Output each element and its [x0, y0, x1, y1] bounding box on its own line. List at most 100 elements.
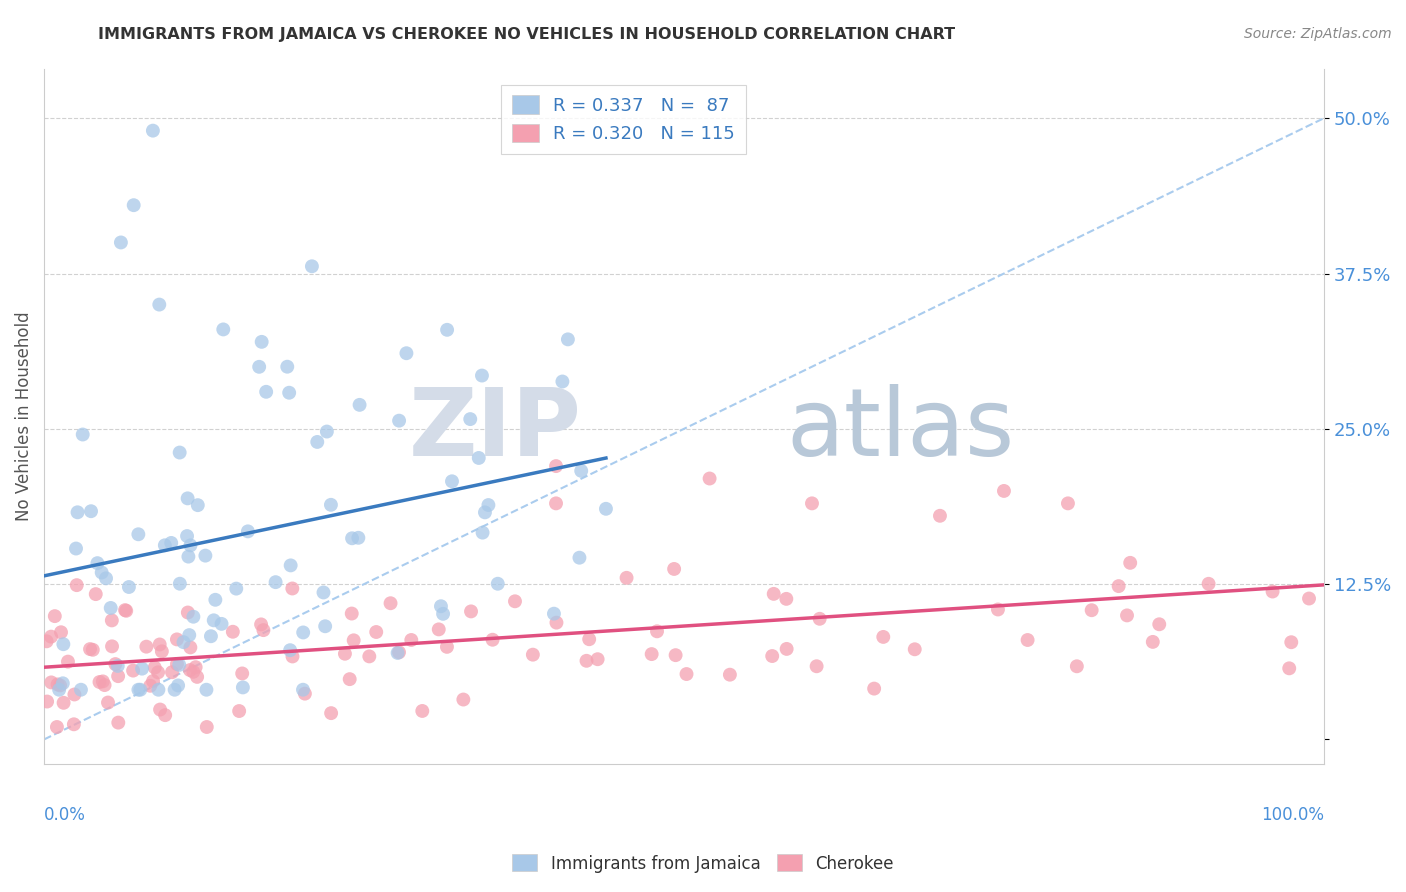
Point — [66, 578, 89, 592]
Point — [460, 604, 482, 618]
Point — [131, 662, 153, 676]
Point — [401, 632, 423, 647]
Point — [380, 596, 402, 610]
Point — [49, 678, 72, 692]
Point — [481, 632, 503, 647]
Point — [586, 652, 609, 666]
Legend: R = 0.337   N =  87, R = 0.320   N = 115: R = 0.337 N = 87, R = 0.320 N = 115 — [501, 85, 747, 154]
Point — [872, 630, 894, 644]
Point — [557, 332, 579, 346]
Point — [63, 717, 86, 731]
Point — [122, 664, 145, 678]
Point — [107, 715, 129, 730]
Point — [127, 527, 149, 541]
Point — [340, 531, 363, 545]
Point — [359, 649, 381, 664]
Point — [127, 682, 149, 697]
Point — [179, 663, 201, 677]
Point — [471, 525, 494, 540]
Point — [486, 576, 509, 591]
Point — [142, 123, 165, 137]
Point — [114, 603, 136, 617]
Point — [166, 657, 188, 671]
Point — [91, 674, 114, 689]
Legend: Immigrants from Jamaica, Cherokee: Immigrants from Jamaica, Cherokee — [506, 847, 900, 880]
Point — [177, 549, 200, 564]
Point — [1278, 661, 1301, 675]
Point — [340, 607, 363, 621]
Point — [148, 682, 170, 697]
Point — [122, 198, 145, 212]
Point — [453, 692, 475, 706]
Text: IMMIGRANTS FROM JAMAICA VS CHEROKEE NO VEHICLES IN HOUSEHOLD CORRELATION CHART: IMMIGRANTS FROM JAMAICA VS CHEROKEE NO V… — [98, 27, 956, 42]
Point — [149, 637, 172, 651]
Point — [292, 625, 315, 640]
Point — [1017, 632, 1039, 647]
Point — [232, 681, 254, 695]
Point — [775, 591, 797, 606]
Point — [118, 580, 141, 594]
Point — [107, 659, 129, 673]
Point — [204, 592, 226, 607]
Point — [699, 471, 721, 485]
Point — [411, 704, 433, 718]
Point — [179, 628, 201, 642]
Point — [160, 536, 183, 550]
Point — [395, 346, 418, 360]
Point — [294, 687, 316, 701]
Point — [474, 505, 496, 519]
Point — [46, 677, 69, 691]
Point — [640, 647, 662, 661]
Point — [80, 504, 103, 518]
Point — [568, 550, 591, 565]
Point — [52, 696, 75, 710]
Point — [252, 623, 274, 637]
Point — [543, 607, 565, 621]
Point — [595, 501, 617, 516]
Point — [44, 609, 66, 624]
Point — [280, 558, 302, 573]
Point — [169, 657, 191, 672]
Point — [718, 667, 741, 681]
Point — [200, 629, 222, 643]
Point — [48, 682, 70, 697]
Point — [544, 459, 567, 474]
Point — [436, 323, 458, 337]
Point — [616, 571, 638, 585]
Point — [319, 498, 342, 512]
Point — [107, 669, 129, 683]
Point — [578, 632, 600, 647]
Point — [222, 624, 245, 639]
Point — [366, 625, 388, 640]
Point — [179, 640, 201, 655]
Point — [247, 359, 270, 374]
Point — [135, 640, 157, 654]
Point — [662, 562, 685, 576]
Point — [70, 682, 93, 697]
Text: 100.0%: 100.0% — [1261, 806, 1324, 824]
Point — [228, 704, 250, 718]
Text: ZIP: ZIP — [409, 384, 582, 476]
Point — [250, 334, 273, 349]
Point — [163, 682, 186, 697]
Point — [987, 602, 1010, 616]
Y-axis label: No Vehicles in Household: No Vehicles in Household — [15, 311, 32, 521]
Point — [236, 524, 259, 539]
Point — [477, 498, 499, 512]
Point — [97, 696, 120, 710]
Point — [35, 634, 58, 648]
Point — [544, 496, 567, 510]
Point — [225, 582, 247, 596]
Point — [254, 384, 277, 399]
Point — [1142, 635, 1164, 649]
Point — [186, 670, 208, 684]
Point — [143, 660, 166, 674]
Point — [314, 619, 336, 633]
Point — [194, 549, 217, 563]
Point — [139, 679, 162, 693]
Text: 0.0%: 0.0% — [44, 806, 86, 824]
Point — [339, 672, 361, 686]
Point — [468, 450, 491, 465]
Point — [176, 491, 198, 506]
Point — [90, 566, 112, 580]
